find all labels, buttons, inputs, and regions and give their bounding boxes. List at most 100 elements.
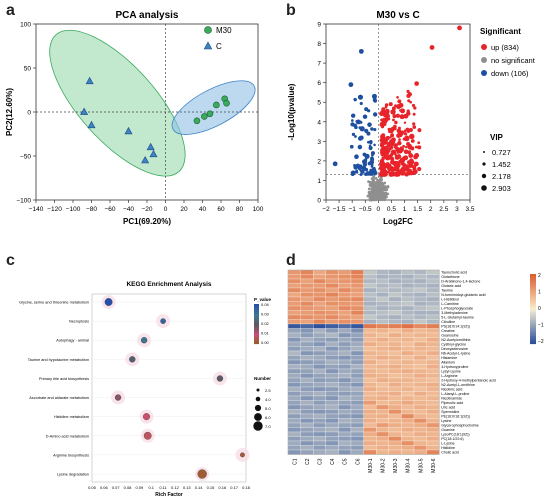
heatmap-cell — [300, 332, 314, 338]
heatmap-cell — [325, 350, 339, 356]
panel-a-pca: a PCA analysis −140 −120 −100 −80 −60 −40 −20 0 2… — [0, 0, 280, 245]
colorbar-segment — [530, 328, 536, 331]
colorbar-label: 2 — [538, 273, 541, 279]
size-legend-label: 0.727 — [492, 148, 511, 157]
x-tick-label: 0.17 — [230, 485, 239, 490]
x-tick-label: −2 — [322, 206, 330, 213]
heatmap-cell — [350, 323, 364, 329]
x-axis-label: Rich Factor — [155, 492, 183, 496]
up-point — [402, 162, 406, 167]
x-axis-label: PC1(69.20%) — [123, 217, 171, 226]
nonsig-point — [382, 185, 386, 189]
heatmap-cell — [376, 355, 389, 361]
heatmap-cell — [413, 373, 427, 379]
heatmap-cell — [300, 445, 314, 451]
metabolite-label: Pipecolic acid — [441, 401, 463, 405]
metabolite-label: Guanine — [441, 428, 455, 432]
y-tick-label: 5 — [317, 100, 321, 107]
metabolite-label: PE(16:0/18:1(9Z)) — [441, 415, 470, 419]
pathway-label: Taurine and hypotaurine metabolism — [28, 358, 89, 362]
heatmap-cell — [363, 445, 377, 451]
heatmap-cell — [388, 436, 402, 442]
heatmap-cell — [376, 440, 389, 446]
y-tick-label: 4 — [317, 119, 321, 126]
heatmap-cell — [313, 292, 326, 298]
up-point — [394, 172, 400, 177]
heatmap-cell — [401, 346, 415, 352]
colorbar-segment — [254, 324, 259, 327]
heatmap-cell — [287, 440, 301, 446]
heatmap-cell — [338, 386, 352, 392]
heatmap-cell — [401, 341, 415, 347]
heatmap-cell — [413, 328, 427, 334]
heatmap-cell — [388, 337, 402, 343]
heatmap-cell — [426, 296, 440, 302]
heatmap-cell — [287, 359, 301, 365]
heatmap-cell — [376, 400, 389, 406]
heatmap-cell — [350, 274, 364, 280]
colorbar-label: 0 — [538, 306, 541, 312]
heatmap-cell — [325, 409, 339, 415]
colorbar-segment — [530, 284, 536, 287]
y-tick-label: 2 — [317, 158, 321, 165]
heatmap-cell — [325, 400, 339, 406]
heatmap-cell — [401, 332, 415, 338]
metabolite-label: Glutathione — [441, 275, 459, 279]
heatmap-cell — [313, 418, 326, 424]
heatmap-cell — [313, 269, 326, 275]
heatmap-cell — [350, 368, 364, 374]
up-point — [404, 145, 408, 149]
metabolite-label: N-formimidoyl-glutamic acid — [441, 293, 485, 297]
heatmap-cell — [376, 350, 389, 356]
heatmap-cell — [401, 445, 415, 451]
heatmap-cell — [388, 287, 402, 293]
nonsig-point — [382, 192, 385, 196]
colorbar-segment — [530, 336, 536, 339]
heatmap-cell — [401, 292, 415, 298]
heatmap-cell — [426, 323, 440, 329]
pathway-bubble — [142, 413, 151, 421]
heatmap-cell — [413, 386, 427, 392]
heatmap-cell — [338, 418, 352, 424]
heatmap-cell — [376, 319, 389, 325]
nonsig-point — [385, 188, 389, 192]
heatmap-cell — [338, 445, 352, 451]
down-point — [367, 122, 372, 127]
metabolite-label: Cholic acid — [441, 451, 459, 455]
heatmap-cell — [313, 431, 326, 437]
heatmap-cell — [350, 319, 364, 325]
heatmap-cell — [376, 346, 389, 352]
heatmap-cell — [313, 449, 326, 455]
heatmap-cell — [388, 359, 402, 365]
down-point — [350, 122, 355, 127]
heatmap-cell — [401, 305, 415, 311]
up-point — [382, 111, 388, 118]
heatmap-cell — [350, 287, 364, 293]
heatmap-cell — [376, 445, 389, 451]
heatmap-cell — [300, 274, 314, 280]
heatmap-cell — [363, 355, 377, 361]
sample-label: C5 — [343, 458, 349, 465]
colorbar-segment — [254, 328, 259, 331]
y-tick-label: 8 — [317, 41, 321, 48]
heatmap-cell — [401, 418, 415, 424]
size-legend-marker — [481, 173, 487, 179]
nonsig-point — [367, 180, 371, 184]
heatmap-cell — [363, 283, 377, 289]
heatmap-cell — [338, 301, 352, 307]
heatmap-cell — [426, 404, 440, 410]
heatmap-cell — [426, 319, 440, 325]
legend-title: Significant — [480, 27, 521, 36]
up-point — [403, 155, 409, 161]
heatmap-cell — [413, 292, 427, 298]
heatmap-cell — [350, 292, 364, 298]
heatmap-cell — [287, 368, 301, 374]
heatmap-cell — [313, 305, 326, 311]
heatmap-cell — [325, 332, 339, 338]
heatmap-cell — [325, 319, 339, 325]
heatmap-cell — [300, 278, 314, 284]
panel-label-d: d — [286, 252, 296, 269]
size-legend-title: VIP — [490, 133, 504, 142]
heatmap-cell — [313, 332, 326, 338]
heatmap-cell — [363, 323, 377, 329]
